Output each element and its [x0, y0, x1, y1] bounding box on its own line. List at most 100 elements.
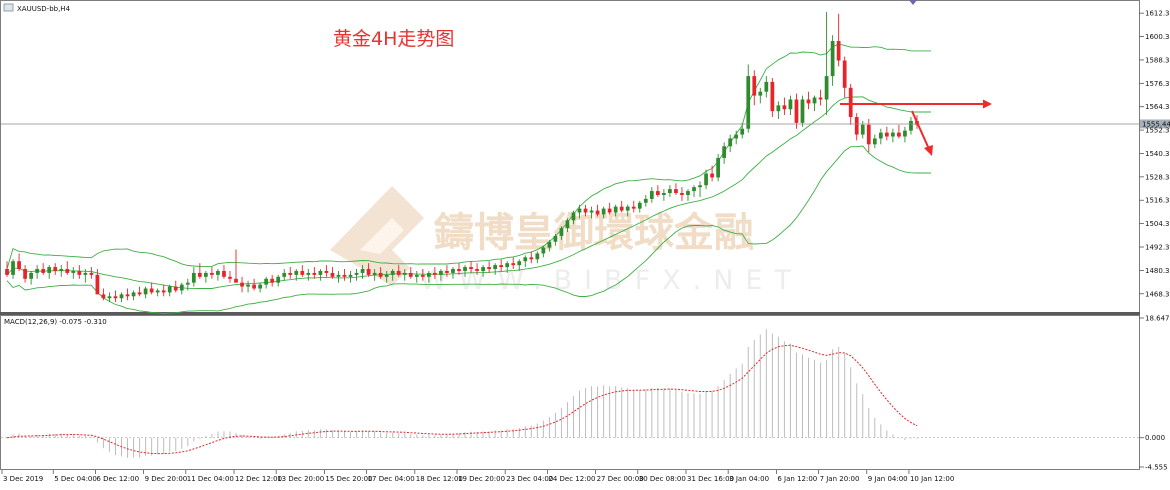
candle — [137, 286, 142, 297]
candle-body — [396, 270, 401, 275]
x-tick-label: 9 Jan 04:00 — [868, 475, 908, 483]
y-tick-label: 1588.30 — [1145, 56, 1170, 64]
candle-body — [818, 97, 823, 100]
candle-body — [451, 269, 455, 273]
candle — [788, 95, 793, 116]
candle — [396, 265, 401, 277]
candle-body — [734, 134, 739, 139]
candle — [878, 128, 883, 145]
macd-label: MACD(12,26,9) -0.075 -0.310 — [4, 318, 107, 326]
x-tick-label: 3 Jan 04:00 — [729, 475, 769, 483]
candle — [752, 70, 757, 106]
candle — [794, 93, 799, 129]
candle-body — [5, 269, 9, 275]
candle-body — [95, 274, 100, 295]
bollinger-middle-band — [6, 96, 931, 289]
candle — [625, 204, 630, 217]
candle-body — [601, 208, 606, 215]
candle-body — [131, 292, 136, 297]
candle — [541, 245, 546, 258]
candle — [535, 251, 540, 264]
candle — [481, 265, 485, 277]
bollinger-upper-band — [6, 43, 931, 270]
candle — [487, 261, 491, 273]
candle-body — [613, 206, 618, 213]
candle-body — [324, 270, 329, 273]
x-tick-label: 10 Jan 12:00 — [910, 475, 954, 483]
candle-body — [53, 267, 58, 271]
candle-body — [583, 208, 588, 213]
candle-body — [589, 210, 594, 213]
candle-body — [891, 132, 895, 137]
candle — [674, 183, 678, 195]
candle-body — [686, 191, 690, 195]
candle-body — [89, 272, 94, 275]
candle-body — [222, 270, 226, 277]
x-tick-label: 31 Dec 16:00 — [687, 475, 734, 483]
macd-tick-label: 18.647 — [1145, 315, 1170, 323]
candle-body — [674, 189, 678, 194]
candle-body — [372, 272, 377, 275]
candle-body — [330, 272, 335, 277]
candle-body — [577, 208, 582, 213]
candle-body — [511, 263, 516, 266]
candle — [776, 101, 781, 119]
macd-tick-label: -4.555 — [1145, 464, 1168, 472]
candle-body — [119, 294, 124, 299]
chart-annotation-title: 黄金4H走势图 — [333, 28, 454, 50]
candle-body — [185, 282, 190, 285]
candle — [294, 269, 299, 281]
current-price-tag: 1555.44 — [1140, 119, 1170, 129]
candle — [680, 187, 684, 201]
candle — [662, 189, 666, 201]
candle — [95, 269, 100, 295]
candle-body — [354, 272, 359, 275]
candle-body — [547, 241, 552, 248]
y-tick-label: 1576.30 — [1145, 80, 1170, 88]
candle — [493, 263, 498, 275]
candle — [288, 267, 293, 279]
candle-body — [571, 212, 576, 221]
candle — [210, 267, 214, 279]
candle-body — [366, 269, 371, 275]
candle — [149, 282, 154, 295]
symbol-label: XAUUSD-bb,H4 — [17, 5, 71, 13]
candle-body — [83, 272, 88, 275]
candle-body — [812, 97, 817, 104]
candle-body — [318, 270, 323, 275]
candle — [511, 257, 516, 270]
candle-body — [469, 267, 473, 270]
candle-body — [252, 284, 256, 289]
candle-body — [800, 99, 805, 123]
candle-body — [655, 191, 660, 195]
candle-body — [716, 157, 720, 178]
x-tick-label: 7 Jan 20:00 — [820, 475, 860, 483]
candle — [830, 35, 835, 86]
candle-body — [282, 272, 287, 277]
candle-body — [197, 272, 202, 277]
candle-body — [619, 206, 624, 211]
candle — [764, 76, 769, 98]
candle-body — [854, 117, 859, 135]
candle — [240, 276, 244, 293]
candle — [107, 292, 112, 303]
x-tick-label: 24 Dec 12:00 — [548, 475, 595, 483]
candle-body — [264, 278, 269, 285]
candle — [577, 204, 582, 219]
candle — [306, 269, 311, 281]
top-marker-icon — [909, 0, 917, 5]
candle — [336, 270, 341, 283]
candle-body — [35, 269, 40, 273]
down-arrow-line — [911, 110, 930, 150]
candle-body — [668, 189, 672, 194]
candle-body — [631, 206, 636, 209]
candle — [643, 194, 648, 207]
candle — [173, 280, 178, 293]
candle-body — [535, 253, 540, 260]
candle — [728, 134, 733, 153]
candle-body — [191, 272, 196, 283]
candle-body — [662, 193, 666, 195]
candle-body — [523, 257, 528, 262]
candle — [222, 265, 226, 279]
